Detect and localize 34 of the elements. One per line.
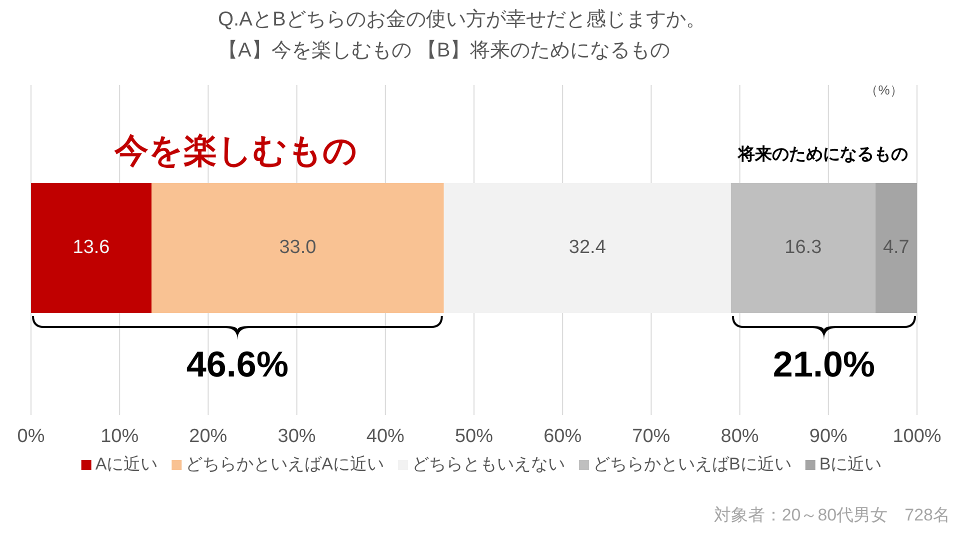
legend-label: どちらかといえばAに近い (186, 454, 384, 474)
annotation: 46.6% (186, 344, 288, 385)
x-tick-label: 10% (100, 426, 139, 448)
legend-label: Aに近い (95, 454, 158, 474)
x-tick-label: 60% (544, 426, 582, 448)
x-tick-label: 30% (278, 426, 316, 448)
x-tick-label: 0% (17, 426, 45, 448)
annotation: 将来のためになるもの (737, 144, 908, 164)
data-label: 16.3 (784, 237, 822, 258)
x-tick-label: 90% (809, 426, 848, 448)
text: 対象者：20～80代男女 728名 (714, 505, 950, 524)
annotation: 今を楽しむもの (114, 132, 358, 170)
x-tick-label: 50% (454, 426, 494, 448)
bar (31, 183, 152, 313)
data-label: 33.0 (279, 237, 316, 258)
x-tick-label: 80% (720, 426, 759, 448)
x-tick-label: 40% (366, 426, 405, 448)
legend-label: Bに近い (819, 454, 882, 474)
bar (875, 183, 917, 313)
x-tick-label: 100% (892, 426, 942, 448)
legend-label: どちらかといえばBに近い (593, 454, 792, 474)
x-tick-label: 70% (632, 426, 670, 448)
legend-label: どちらともいえない (412, 454, 565, 474)
data-label: 13.6 (72, 237, 110, 258)
bar (730, 183, 876, 313)
annotation: （%） (865, 82, 903, 98)
bar (151, 183, 444, 313)
x-tick-label: 20% (189, 426, 228, 448)
chart-subtitle: 【A】今を楽しむもの 【B】将来のためになるもの (218, 39, 670, 62)
chart-title: Q.AとBどちらのお金の使い方が幸せだと感じますか。 (218, 7, 706, 30)
bar (444, 183, 731, 313)
annotation: 21.0% (772, 344, 876, 385)
data-label: 4.7 (882, 237, 910, 258)
data-label: 32.4 (568, 237, 606, 258)
